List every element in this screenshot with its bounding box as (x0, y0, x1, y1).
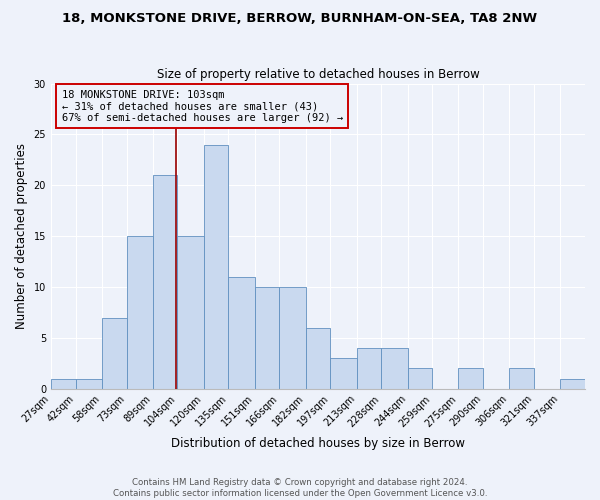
Bar (153, 175, 178, 389)
Bar (254, 287, 280, 389)
Y-axis label: Number of detached properties: Number of detached properties (15, 143, 28, 329)
Bar (127, 236, 153, 389)
Bar (509, 368, 534, 389)
Bar (178, 236, 204, 389)
Bar (330, 358, 356, 389)
Bar (229, 277, 254, 389)
Text: Contains HM Land Registry data © Crown copyright and database right 2024.
Contai: Contains HM Land Registry data © Crown c… (113, 478, 487, 498)
Text: 18, MONKSTONE DRIVE, BERROW, BURNHAM-ON-SEA, TA8 2NW: 18, MONKSTONE DRIVE, BERROW, BURNHAM-ON-… (62, 12, 538, 26)
Bar (560, 378, 585, 389)
Bar (102, 318, 127, 389)
Bar (458, 368, 483, 389)
Bar (305, 328, 330, 389)
Title: Size of property relative to detached houses in Berrow: Size of property relative to detached ho… (157, 68, 479, 81)
Bar (76, 378, 102, 389)
Text: 18 MONKSTONE DRIVE: 103sqm
← 31% of detached houses are smaller (43)
67% of semi: 18 MONKSTONE DRIVE: 103sqm ← 31% of deta… (62, 90, 343, 123)
X-axis label: Distribution of detached houses by size in Berrow: Distribution of detached houses by size … (171, 437, 465, 450)
Bar (280, 287, 305, 389)
Bar (381, 348, 407, 389)
Bar (51, 378, 76, 389)
Bar (204, 144, 229, 389)
Bar (407, 368, 432, 389)
Bar (356, 348, 381, 389)
